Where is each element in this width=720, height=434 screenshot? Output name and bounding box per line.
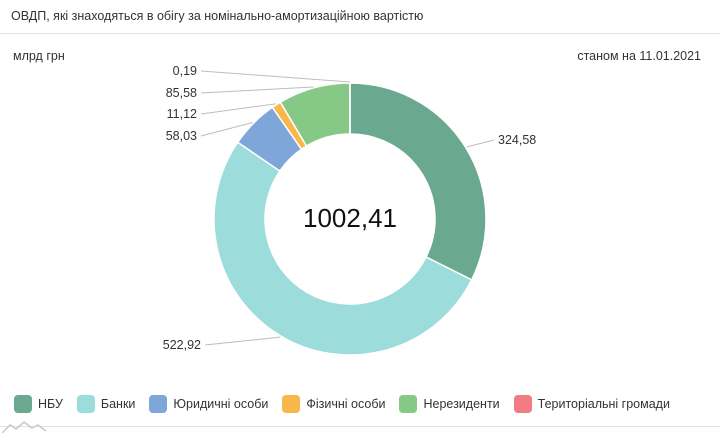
leader-line-4 [200,86,314,94]
data-label-4: 85,58 [166,86,197,100]
legend-label: НБУ [38,397,63,411]
legend-swatch [513,395,532,413]
data-label-3: 11,12 [167,107,197,121]
data-labels: 324,58 522,92 58,03 11,12 85,58 0,19 [163,64,537,352]
leader-line-0 [466,139,495,148]
leader-line-1 [204,336,281,346]
legend-swatch [14,395,32,413]
legend-item-5[interactable]: Територіальні громади [513,395,670,413]
legend-swatch [76,395,95,413]
leader-line-3 [200,103,276,115]
data-label-2: 58,03 [166,129,197,143]
leader-line-2 [200,122,253,137]
legend-item-1[interactable]: Банки [76,395,136,413]
total-value: 1002,41 [303,203,397,233]
header-divider [0,33,720,34]
leader-lines [200,70,495,346]
logo-icon [2,421,46,434]
legend-item-0[interactable]: НБУ [14,395,63,413]
as-of-date: станом на 11.01.2021 [577,49,701,63]
chart-title: ОВДП, які знаходяться в обігу за номінал… [11,9,424,23]
legend-label: Територіальні громади [537,397,670,411]
leader-line-5 [200,70,350,83]
donut-slices [213,82,487,356]
legend-label: Юридичні особи [173,397,269,411]
legend-swatch [399,395,418,413]
legend-label: Нерезиденти [423,397,500,411]
footer-divider [0,426,720,427]
data-label-5: 0,19 [173,64,197,78]
legend-item-4[interactable]: Нерезиденти [399,395,500,413]
data-label-0: 324,58 [498,133,536,147]
slice-1[interactable] [213,141,473,356]
legend-swatch [282,395,301,413]
legend-swatch [149,395,168,413]
data-label-1: 522,92 [163,338,201,352]
unit-label: млрд грн [13,49,65,63]
legend-item-3[interactable]: Фізичні особи [282,395,385,413]
slice-0[interactable] [349,82,487,281]
legend-label: Фізичні особи [306,397,386,411]
legend-label: Банки [100,397,136,411]
legend-item-2[interactable]: Юридичні особи [149,395,268,413]
legend: НБУ Банки Юридичні особи Фізичні особи Нерез… [14,394,684,414]
